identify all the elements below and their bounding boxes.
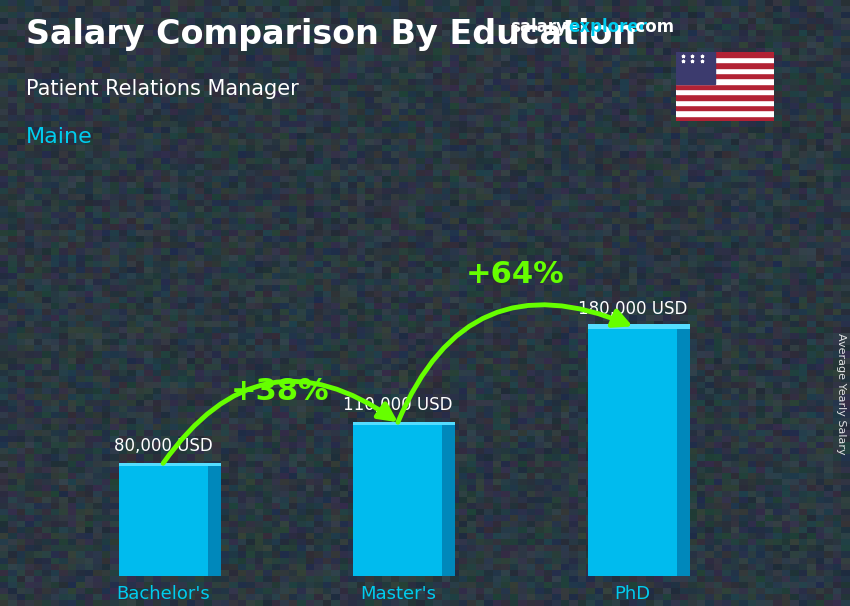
Point — [676, 51, 689, 61]
Bar — [118, 466, 207, 576]
Bar — [676, 52, 715, 84]
Bar — [676, 116, 774, 121]
Bar — [676, 100, 774, 105]
Text: Maine: Maine — [26, 127, 93, 147]
Bar — [354, 422, 456, 425]
Text: Salary Comparison By Education: Salary Comparison By Education — [26, 18, 636, 51]
Bar — [676, 57, 774, 62]
Text: 110,000 USD: 110,000 USD — [343, 396, 453, 414]
Bar — [676, 68, 774, 73]
Bar — [676, 73, 774, 78]
Text: 180,000 USD: 180,000 USD — [578, 300, 688, 318]
Bar — [677, 329, 690, 576]
Bar — [676, 62, 774, 68]
Bar — [676, 95, 774, 100]
Bar — [676, 52, 774, 57]
Text: +64%: +64% — [466, 261, 564, 289]
Point — [695, 56, 709, 66]
Bar — [676, 105, 774, 110]
Point — [676, 56, 689, 66]
Bar — [676, 110, 774, 116]
Point — [686, 56, 700, 66]
Bar — [676, 78, 774, 84]
Text: Average Yearly Salary: Average Yearly Salary — [836, 333, 846, 454]
Bar — [588, 324, 690, 329]
Bar — [676, 84, 774, 89]
Text: explorer: explorer — [568, 18, 647, 36]
Point — [686, 51, 700, 61]
Bar — [443, 425, 456, 576]
Bar — [676, 89, 774, 95]
Text: 80,000 USD: 80,000 USD — [114, 437, 212, 455]
Point — [695, 51, 709, 61]
Bar — [118, 462, 221, 466]
Text: salary: salary — [510, 18, 567, 36]
Bar — [354, 425, 443, 576]
Bar — [207, 466, 221, 576]
Text: Patient Relations Manager: Patient Relations Manager — [26, 79, 298, 99]
Text: .com: .com — [629, 18, 674, 36]
Text: +38%: +38% — [231, 378, 330, 407]
Bar — [588, 329, 677, 576]
